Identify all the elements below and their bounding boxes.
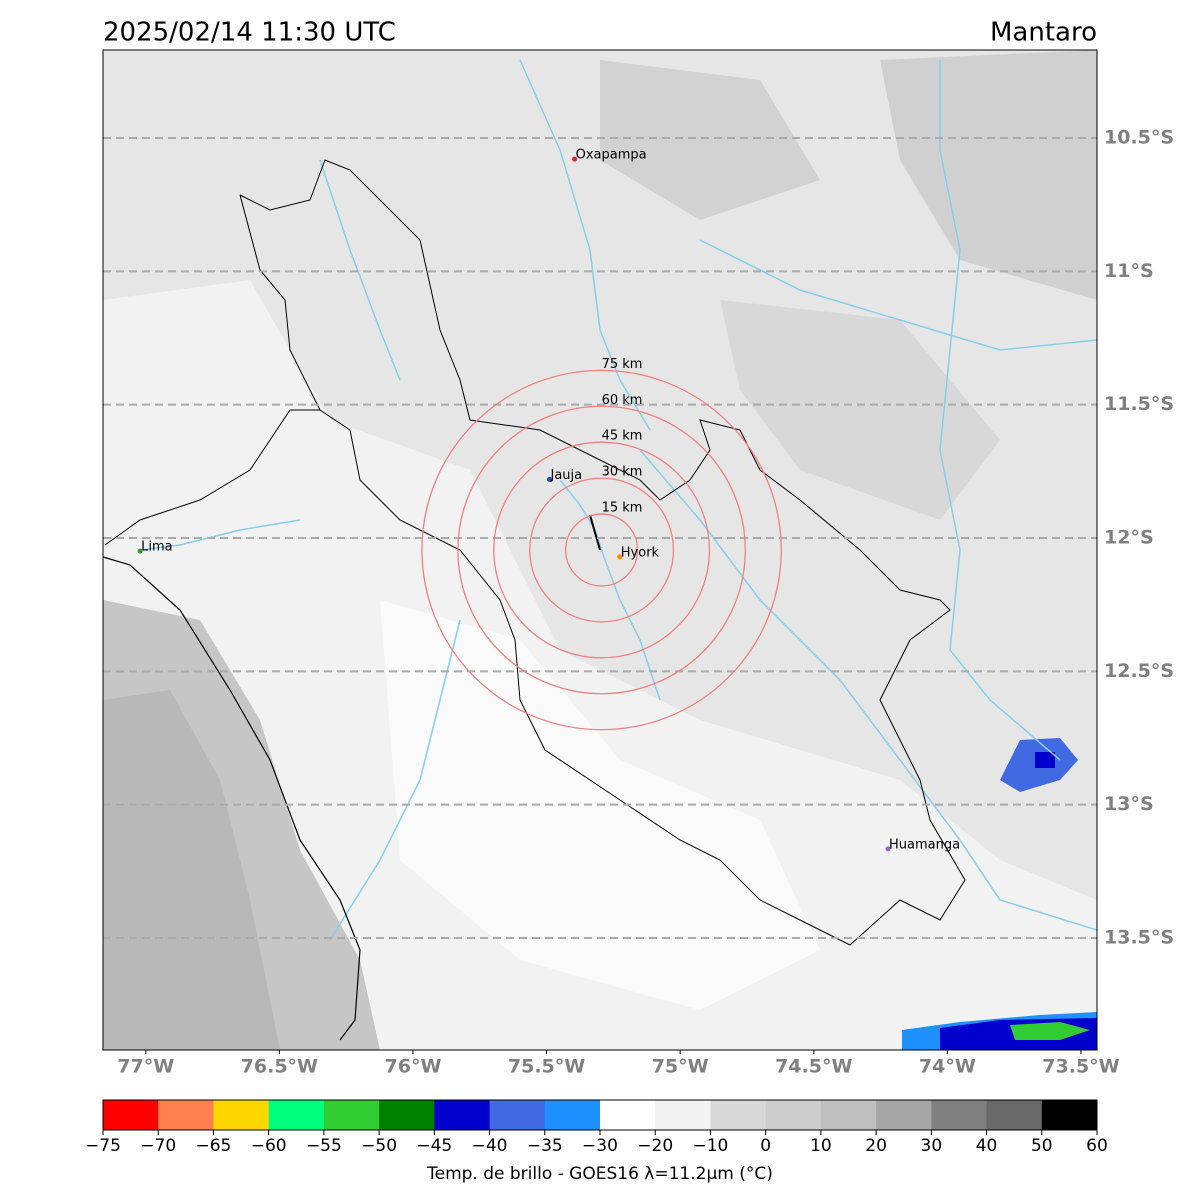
colorbar-tick-label: −45 [416, 1136, 452, 1156]
ring-label: 30 km [602, 465, 643, 480]
lon-label: 74.5°W [775, 1056, 852, 1078]
city-label: Oxapampa [576, 148, 647, 163]
colorbar-bin [213, 1100, 270, 1130]
colorbar-bin [931, 1100, 988, 1130]
colorbar-bin [434, 1100, 491, 1130]
colorbar-bin [1041, 1100, 1098, 1130]
colorbar-tick-label: −40 [472, 1136, 508, 1156]
colorbar-tick-label: 40 [976, 1136, 998, 1156]
colorbar-bin [710, 1100, 767, 1130]
distance-ring [529, 477, 675, 623]
colorbar-bin [379, 1100, 435, 1130]
colorbar-tick-label: −50 [361, 1136, 397, 1156]
city-label: Hyork [621, 545, 660, 560]
lon-label: 75°W [652, 1056, 709, 1078]
colorbar-bin [544, 1100, 601, 1130]
city-marker [546, 476, 552, 482]
colorbar-bin [103, 1100, 159, 1130]
lat-label: 11.5°S [1104, 393, 1174, 415]
distance-ring [565, 513, 639, 587]
lon-label: 74°W [919, 1056, 976, 1078]
colorbar-tick-label: −30 [582, 1136, 618, 1156]
city-marker [137, 548, 143, 554]
colorbar-tick-label: 0 [760, 1136, 771, 1156]
colorbar-tick-label: −20 [637, 1136, 673, 1156]
colorbar-bin [600, 1100, 656, 1130]
ring-label: 15 km [602, 501, 643, 516]
map-background [103, 50, 1097, 1050]
colorbar-bin [876, 1100, 932, 1130]
lon-label: 76.5°W [241, 1056, 318, 1078]
map-overlay: 15 km 30 km 45 km 60 km 75 km Oxapampa Jauja Hy… [103, 137, 1097, 939]
ring-label: 60 km [602, 393, 643, 408]
colorbar-tick-label: 50 [1031, 1136, 1053, 1156]
city-label: Huamanga [889, 837, 960, 852]
city-label: Jauja [549, 468, 582, 483]
lat-label: 13°S [1104, 793, 1154, 815]
lon-label: 73.5°W [1042, 1056, 1119, 1078]
colorbar-tick-label: −35 [527, 1136, 563, 1156]
colorbar-tick-label: −55 [306, 1136, 342, 1156]
city-marker [617, 554, 623, 560]
colorbar-bin [158, 1100, 214, 1130]
lon-label: 75.5°W [508, 1056, 585, 1078]
distance-ring [421, 369, 782, 731]
colorbar-tick-label: −75 [85, 1136, 121, 1156]
colorbar-bin [268, 1100, 325, 1130]
lat-label: 11°S [1104, 260, 1154, 282]
region-name: Mantaro [990, 18, 1097, 48]
colorbar-tick-label: −10 [692, 1136, 728, 1156]
colorbar-tick-label: 20 [865, 1136, 887, 1156]
colorbar-bin [765, 1100, 822, 1130]
colorbar-tick-label: 10 [810, 1136, 832, 1156]
lat-label: 13.5°S [1104, 927, 1174, 949]
lat-label: 10.5°S [1104, 127, 1174, 149]
colorbar-tick-label: −65 [195, 1136, 231, 1156]
lat-label: 12°S [1104, 527, 1154, 549]
colorbar-tick-label: −70 [140, 1136, 176, 1156]
lon-label: 76°W [385, 1056, 442, 1078]
distance-ring [493, 441, 711, 659]
colorbar-bin [820, 1100, 877, 1130]
city-marker [572, 156, 578, 162]
city-marker [885, 846, 891, 852]
colorbar-bin [323, 1100, 380, 1130]
ring-label: 75 km [602, 357, 643, 372]
colorbar-tick-label: −60 [251, 1136, 287, 1156]
ring-label: 45 km [602, 429, 643, 444]
map-frame [102, 49, 1098, 1051]
colorbar-bin [489, 1100, 546, 1130]
title: 2025/02/14 11:30 UTC [103, 18, 396, 48]
colorbar-tick-label: 30 [921, 1136, 943, 1156]
colorbar-bin [986, 1100, 1043, 1130]
lon-label: 77°W [117, 1056, 174, 1078]
distance-ring [457, 405, 746, 695]
city-label: Lima [141, 540, 172, 555]
colorbar-bin [655, 1100, 711, 1130]
lat-label: 12.5°S [1104, 660, 1174, 682]
colorbar-tick-label: 60 [1086, 1136, 1108, 1156]
colorbar-label: Temp. de brillo - GOES16 λ=11.2μm (°C) [426, 1164, 773, 1184]
